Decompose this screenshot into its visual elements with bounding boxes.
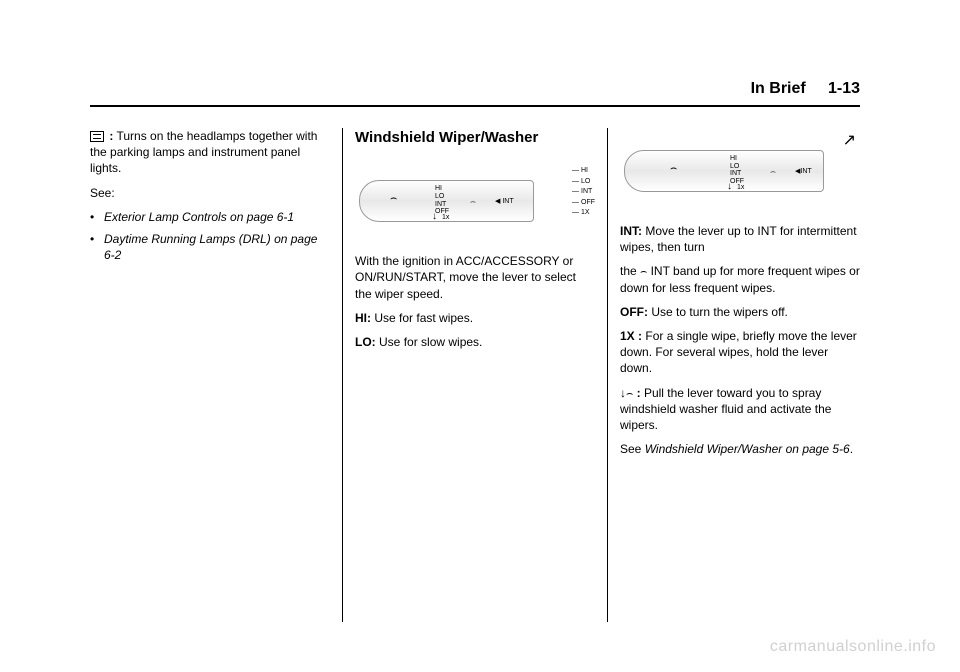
- content-columns: : Turns on the headlamps together with t…: [90, 128, 860, 622]
- lo-label: LO:: [355, 335, 376, 349]
- wiper-heading: Windshield Wiper/Washer: [355, 128, 595, 148]
- int-text2a: the: [620, 264, 640, 278]
- hi-text: Use for fast wipes.: [374, 311, 473, 325]
- stalk-labels-2: HI LO INT OFF: [730, 155, 744, 186]
- int-text: Move the lever up to INT for intermitten…: [620, 224, 857, 254]
- lbl2-1x: 1x: [737, 183, 744, 192]
- int-paragraph-2: the ⌢ INT band up for more frequent wipe…: [620, 263, 860, 295]
- int-text2b: INT band up for more frequent wipes or d…: [620, 264, 860, 294]
- wiper-diagram-1: ⌢ HI LO INT OFF ↓ 1x ⌢ ◀ INT HI LO INT: [355, 158, 595, 243]
- side-scale: HI LO INT OFF 1X: [572, 166, 595, 219]
- off-text: Use to turn the wipers off.: [651, 305, 788, 319]
- lbl2-lo: LO: [730, 163, 744, 171]
- onex-text: For a single wipe, briefly move the leve…: [620, 329, 857, 375]
- column-1: : Turns on the headlamps together with t…: [90, 128, 342, 622]
- side-hi: HI: [572, 166, 595, 177]
- see-ref: Windshield Wiper/Washer on page 5-6: [645, 442, 850, 456]
- see-list: Exterior Lamp Controls on page 6-1 Dayti…: [90, 209, 330, 264]
- lbl-lo: LO: [435, 193, 449, 201]
- see-reference: See Windshield Wiper/Washer on page 5-6.: [620, 441, 860, 457]
- section-title: In Brief: [751, 80, 806, 97]
- washer-text: Pull the lever toward you to spray winds…: [620, 386, 831, 432]
- up-arrow-icon: ↗: [843, 130, 856, 152]
- side-int: INT: [572, 187, 595, 198]
- see-suffix: .: [850, 442, 853, 456]
- ignition-paragraph: With the ignition in ACC/ACCESSORY or ON…: [355, 253, 595, 302]
- lbl2-hi: HI: [730, 155, 744, 163]
- lbl-1x: 1x: [442, 213, 449, 222]
- lbl-hi: HI: [435, 185, 449, 193]
- lo-text: Use for slow wipes.: [379, 335, 482, 349]
- int-marker: ◀ INT: [495, 197, 514, 206]
- headlamp-text: Turns on the headlamps together with the…: [90, 129, 317, 175]
- side-off: OFF: [572, 198, 595, 209]
- lbl-int: INT: [435, 201, 449, 209]
- header-rule: [90, 105, 860, 107]
- side-1x: 1X: [572, 208, 595, 219]
- bullet-exterior-lamps: Exterior Lamp Controls on page 6-1: [90, 209, 330, 225]
- manual-page: In Brief 1-13 : Turns on the headlamps t…: [0, 0, 960, 672]
- column-2: Windshield Wiper/Washer ⌢ HI LO INT OFF …: [342, 128, 608, 622]
- washer-pull-icon: ⌢: [626, 387, 633, 399]
- washer-icon-4: ⌢: [770, 165, 776, 177]
- off-label: OFF:: [620, 305, 648, 319]
- int-label: INT:: [620, 224, 642, 238]
- headlamp-paragraph: : Turns on the headlamps together with t…: [90, 128, 330, 177]
- see-label: See:: [90, 185, 330, 201]
- lo-paragraph: LO: Use for slow wipes.: [355, 334, 595, 350]
- lbl2-int: INT: [730, 170, 744, 178]
- page-header: In Brief 1-13: [751, 80, 860, 98]
- page-number: 1-13: [828, 80, 860, 97]
- off-paragraph: OFF: Use to turn the wipers off.: [620, 304, 860, 320]
- washer-colon: :: [637, 386, 641, 400]
- wiper-stalk-shape: ⌢ HI LO INT OFF ↓ 1x ⌢ ◀ INT: [359, 180, 534, 222]
- headlamp-icon: [90, 131, 104, 142]
- down-arrow-icon-2: ↓: [727, 180, 732, 194]
- washer-icon-3: ⌢: [670, 161, 677, 176]
- int-paragraph: INT: Move the lever up to INT for interm…: [620, 223, 860, 255]
- column-3: ⌢ HI LO INT OFF ↓ 1x ⌢ ◀INT ↗ INT: Move …: [608, 128, 860, 622]
- onex-paragraph: 1X : For a single wipe, briefly move the…: [620, 328, 860, 377]
- stalk-labels: HI LO INT OFF: [435, 185, 449, 216]
- onex-label: 1X :: [620, 329, 642, 343]
- washer-paragraph: ↓⌢ : Pull the lever toward you to spray …: [620, 385, 860, 434]
- bullet-drl: Daytime Running Lamps (DRL) on page 6-2: [90, 231, 330, 263]
- down-arrow-icon: ↓: [432, 210, 437, 224]
- washer-icon: ⌢: [390, 191, 397, 206]
- wiper-diagram-2: ⌢ HI LO INT OFF ↓ 1x ⌢ ◀INT ↗: [620, 128, 860, 213]
- see-prefix: See: [620, 442, 645, 456]
- colon-label: :: [109, 129, 113, 143]
- hi-paragraph: HI: Use for fast wipes.: [355, 310, 595, 326]
- int-marker-2: ◀INT: [795, 167, 812, 176]
- side-lo: LO: [572, 177, 595, 188]
- hi-label: HI:: [355, 311, 371, 325]
- washer-icon-2: ⌢: [470, 195, 476, 207]
- watermark: carmanualsonline.info: [770, 638, 936, 656]
- wiper-stalk-shape-2: ⌢ HI LO INT OFF ↓ 1x ⌢ ◀INT: [624, 150, 824, 192]
